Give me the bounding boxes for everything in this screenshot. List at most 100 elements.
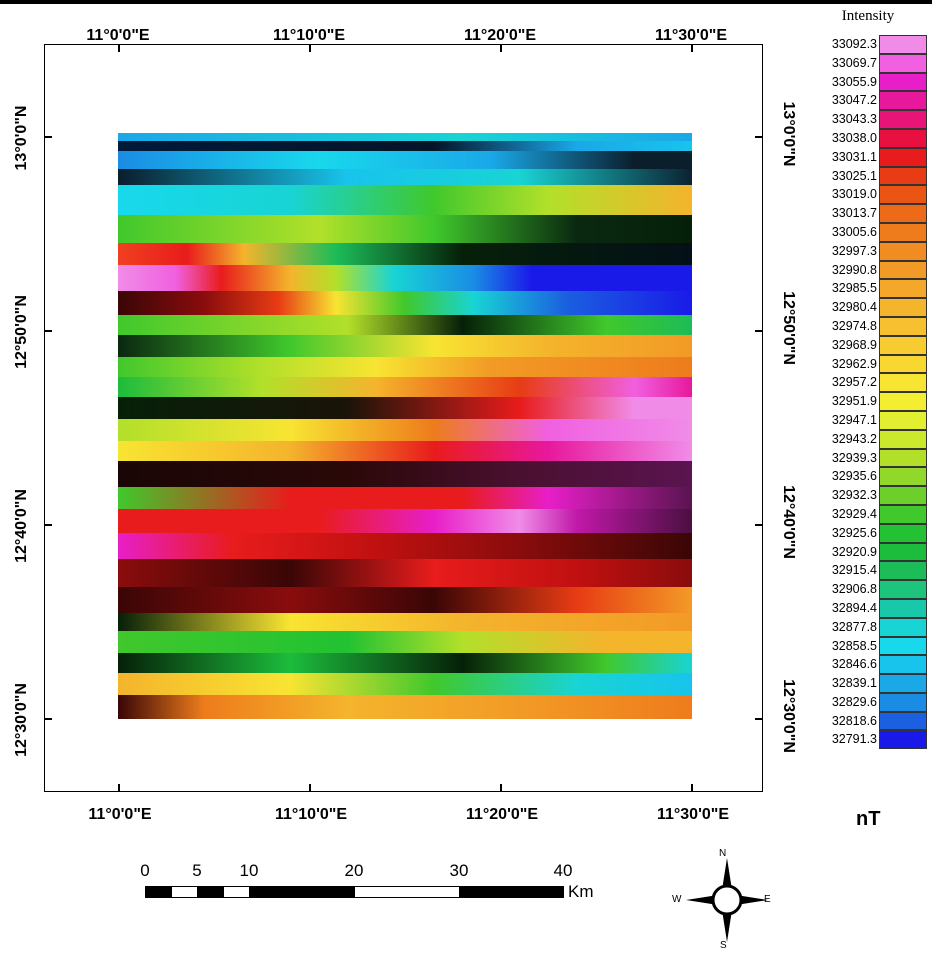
tick-bottom	[118, 784, 120, 792]
legend-swatch	[879, 204, 927, 223]
raster-band	[118, 169, 692, 185]
legend-swatch	[879, 561, 927, 581]
legend-row: 33031.1	[815, 147, 927, 167]
legend-value: 32968.9	[831, 337, 877, 352]
legend-row: 32990.8	[815, 260, 927, 280]
legend-value: 32877.8	[831, 619, 877, 634]
latitude-label-right: 12°30'0"N	[780, 679, 797, 753]
legend-row: 33069.7	[815, 53, 927, 73]
tick-bottom	[309, 784, 311, 792]
legend-row: 33019.0	[815, 185, 927, 205]
raster-band	[118, 441, 692, 461]
legend-swatch	[879, 655, 927, 675]
legend-value: 32951.9	[831, 394, 877, 409]
legend-swatch	[879, 467, 927, 487]
longitude-label-bottom: 11°20'0"E	[465, 806, 539, 823]
legend-row: 33055.9	[815, 72, 927, 92]
scale-segment	[354, 886, 460, 898]
legend-swatch	[879, 711, 927, 731]
scale-segment	[249, 886, 355, 898]
latitude-label-right: 13°0'0"N	[780, 101, 797, 167]
raster-band	[118, 653, 692, 673]
legend-value: 33019.0	[831, 187, 877, 202]
tick-right	[755, 718, 763, 720]
raster-band	[118, 461, 692, 487]
legend-row: 33092.3	[815, 35, 927, 54]
legend-row: 32925.6	[815, 523, 927, 543]
legend-swatch	[879, 392, 927, 411]
legend-value: 32858.5	[831, 638, 877, 653]
legend-value: 32939.3	[831, 450, 877, 465]
legend-row: 32932.3	[815, 486, 927, 505]
legend-swatch	[879, 429, 927, 449]
tick-left	[44, 524, 52, 526]
legend-row: 32920.9	[815, 542, 927, 562]
latitude-label-right: 12°40'0"N	[780, 485, 797, 559]
raster-band	[118, 613, 692, 631]
legend-row: 32985.5	[815, 279, 927, 299]
raster-band	[118, 141, 692, 151]
legend-row: 32947.1	[815, 410, 927, 430]
legend-swatch	[879, 241, 927, 261]
legend-swatch	[879, 222, 927, 242]
legend-row: 33047.2	[815, 91, 927, 111]
legend-row: 32906.8	[815, 580, 927, 599]
legend-value: 32846.6	[831, 657, 877, 672]
legend-row: 32929.4	[815, 504, 927, 524]
scale-tick-label: 30	[449, 861, 469, 880]
legend-swatch	[879, 147, 927, 167]
legend-value: 33047.2	[831, 93, 877, 108]
top-border-line	[0, 0, 932, 4]
latitude-label-left: 12°40'0"N	[13, 489, 30, 563]
raster-band	[118, 487, 692, 509]
legend-row: 32968.9	[815, 335, 927, 355]
legend-row: 33025.1	[815, 166, 927, 186]
legend-unit: nT	[856, 808, 881, 830]
legend-swatch	[879, 617, 927, 637]
tick-top	[691, 44, 693, 52]
longitude-label-top: 11°10'0"E	[272, 27, 346, 44]
legend-swatch	[879, 260, 927, 280]
longitude-label-bottom: 11°0'0"E	[88, 806, 152, 823]
legend-row: 33038.0	[815, 128, 927, 148]
compass-n: N	[719, 848, 727, 859]
legend-row: 32980.4	[815, 298, 927, 317]
legend-value: 32791.3	[831, 732, 877, 747]
legend-value: 32962.9	[831, 356, 877, 371]
longitude-label-top: 11°0'0"E	[86, 27, 150, 44]
raster-band	[118, 151, 692, 169]
legend-value: 32985.5	[831, 281, 877, 296]
latitude-label-left: 13°0'0"N	[13, 105, 30, 171]
scale-tick-label: 0	[140, 861, 150, 880]
legend-swatch	[879, 504, 927, 524]
legend-value: 33069.7	[831, 55, 877, 70]
legend-swatch	[879, 279, 927, 299]
scale-segment	[145, 886, 172, 898]
legend-value: 32929.4	[831, 506, 877, 521]
longitude-label-top: 11°30'0"E	[654, 27, 728, 44]
latitude-label-left: 12°30'0"N	[13, 683, 30, 757]
legend-row: 32957.2	[815, 373, 927, 393]
legend-row: 32829.6	[815, 692, 927, 712]
raster-band	[118, 335, 692, 357]
tick-right	[755, 524, 763, 526]
legend-row: 32997.3	[815, 241, 927, 261]
scale-segment	[171, 886, 198, 898]
raster-band	[118, 587, 692, 613]
longitude-label-bottom: 11°10'0"E	[274, 806, 348, 823]
tick-right	[755, 136, 763, 138]
scale-tick-label: 5	[192, 861, 202, 880]
raster-band	[118, 265, 692, 291]
raster-band	[118, 631, 692, 653]
tick-top	[309, 44, 311, 52]
raster-band	[118, 315, 692, 335]
raster-band	[118, 673, 692, 695]
legend-value: 32997.3	[831, 243, 877, 258]
legend-value: 32894.4	[831, 600, 877, 615]
legend-row: 33043.3	[815, 110, 927, 129]
legend-swatch	[879, 674, 927, 693]
legend-swatch	[879, 636, 927, 656]
legend-value: 32818.6	[831, 713, 877, 728]
legend-value: 33025.1	[831, 168, 877, 183]
tick-bottom	[691, 784, 693, 792]
